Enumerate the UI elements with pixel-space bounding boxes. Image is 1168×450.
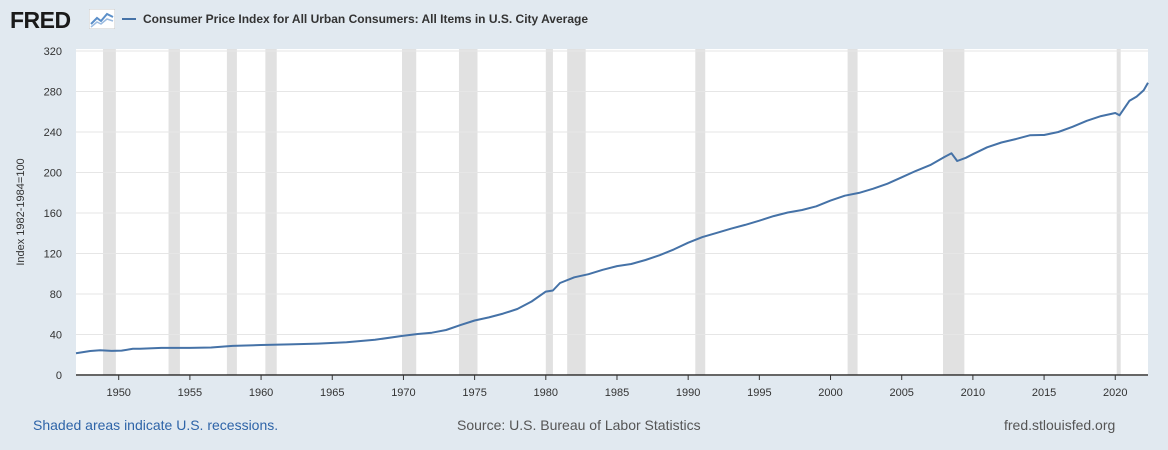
x-tick-label-1955: 1955 — [178, 387, 202, 399]
source-text: Source: U.S. Bureau of Labor Statistics — [457, 417, 701, 433]
y-tick-label-0: 0 — [56, 370, 62, 382]
cpi-line-chart: 0 40 80 120 160 200 240 280 320 1950 1955 1960 1965… — [15, 46, 1149, 399]
recession-band-11 — [1116, 49, 1121, 375]
recession-band-8 — [695, 49, 706, 375]
x-tick-label-1990: 1990 — [676, 387, 700, 399]
x-tick-label-1995: 1995 — [747, 387, 771, 399]
chart-legend: Consumer Price Index for All Urban Consu… — [122, 12, 588, 26]
y-tick-label-160: 160 — [44, 208, 62, 220]
recession-band-5 — [458, 49, 478, 375]
y-axis-label: Index 1982-1984=100 — [15, 158, 27, 265]
y-tick-label-280: 280 — [44, 87, 62, 99]
y-tick-label-240: 240 — [44, 127, 62, 139]
y-tick-label-320: 320 — [44, 46, 62, 58]
recession-band-0 — [103, 49, 116, 375]
legend-series-label: Consumer Price Index for All Urban Consu… — [143, 12, 588, 26]
y-tick-label-40: 40 — [50, 330, 62, 342]
series-line-cpi — [75, 82, 1149, 355]
x-tick-label-1970: 1970 — [391, 387, 415, 399]
y-tick-labels: 0 40 80 120 160 200 240 280 320 — [44, 46, 62, 382]
recession-note-link[interactable]: Shaded areas indicate U.S. recessions. — [33, 417, 279, 433]
x-tick-label-1975: 1975 — [462, 387, 486, 399]
recession-band-7 — [567, 49, 586, 375]
y-tick-label-80: 80 — [50, 289, 62, 301]
site-link[interactable]: fred.stlouisfed.org — [1004, 417, 1116, 433]
x-tick-label-2015: 2015 — [1032, 387, 1056, 399]
x-tick-labels: 1950 1955 1960 1965 1970 1975 1980 1985 1990 1995… — [106, 375, 1127, 399]
y-tick-label-200: 200 — [44, 168, 62, 180]
x-tick-label-1950: 1950 — [106, 387, 130, 399]
x-tick-label-2020: 2020 — [1103, 387, 1127, 399]
x-tick-label-2005: 2005 — [889, 387, 913, 399]
x-tick-label-1965: 1965 — [320, 387, 344, 399]
recession-band-9 — [847, 49, 858, 375]
x-tick-label-1980: 1980 — [534, 387, 558, 399]
recession-band-3 — [265, 49, 277, 375]
recession-band-4 — [402, 49, 417, 375]
recession-band-2 — [226, 49, 237, 375]
x-tick-label-1960: 1960 — [249, 387, 273, 399]
fred-logo[interactable]: FRED — [10, 7, 71, 33]
grid-lines — [76, 50, 1148, 335]
trend-graph-icon — [89, 9, 115, 29]
recession-band-10 — [942, 49, 965, 375]
x-tick-label-2010: 2010 — [961, 387, 985, 399]
recession-band-1 — [168, 49, 180, 375]
recession-band-6 — [545, 49, 553, 375]
x-tick-label-2000: 2000 — [818, 387, 842, 399]
y-tick-label-120: 120 — [44, 249, 62, 261]
legend-swatch — [122, 18, 136, 20]
x-tick-label-1985: 1985 — [605, 387, 629, 399]
